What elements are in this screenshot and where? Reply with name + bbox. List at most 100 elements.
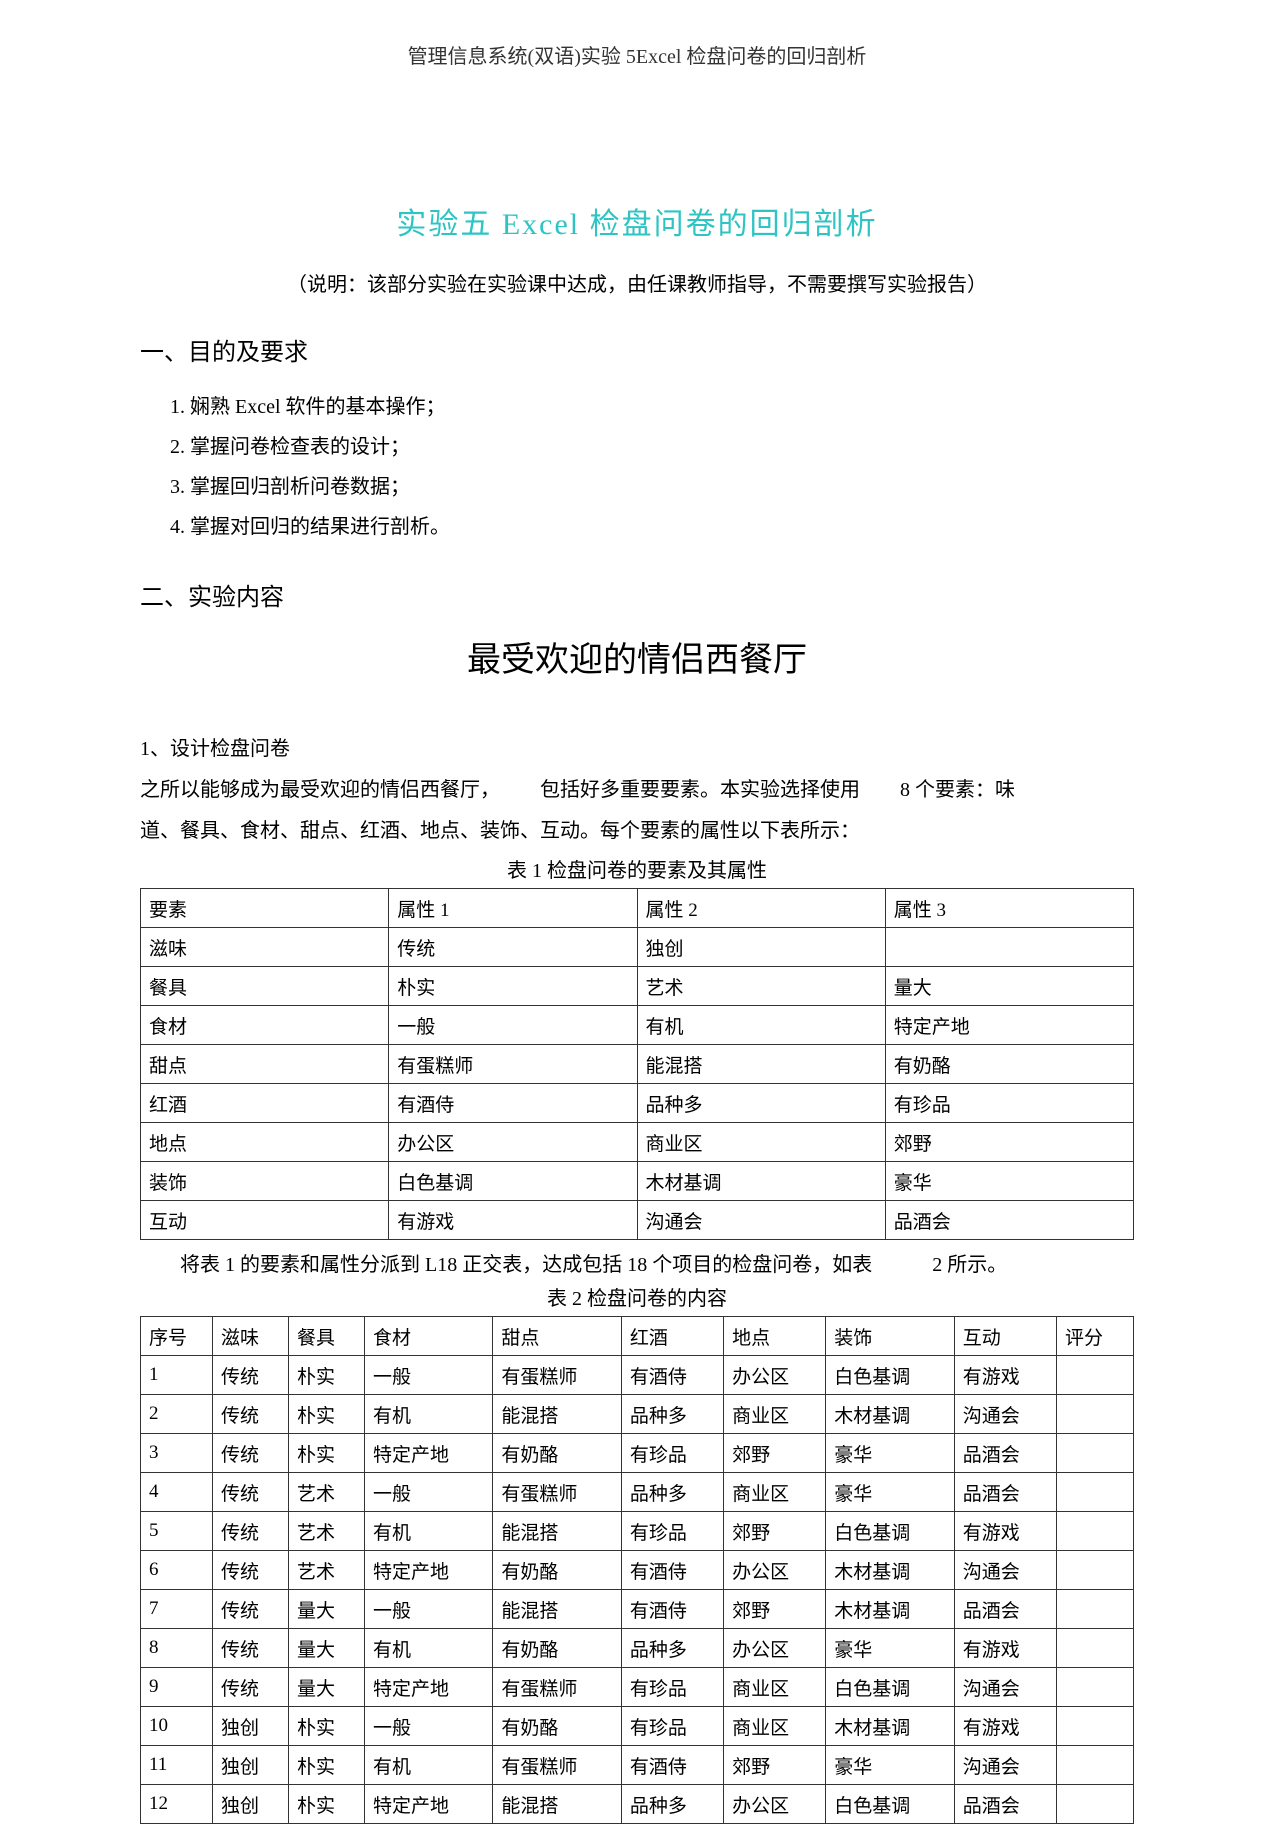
table-cell: 特定产地 (364, 1434, 492, 1473)
table-cell: 一般 (364, 1590, 492, 1629)
table-row: 3传统朴实特定产地有奶酪有珍品郊野豪华品酒会 (141, 1434, 1134, 1473)
table-cell: 郊野 (724, 1434, 826, 1473)
table-cell: 传统 (389, 928, 637, 967)
table-cell: 有游戏 (954, 1512, 1056, 1551)
table-cell: 特定产地 (364, 1668, 492, 1707)
note-after-table-1: 将表 1 的要素和属性分派到 L18 正交表，达成包括 18 个项目的检盘问卷，… (140, 1248, 1134, 1277)
table-row: 5传统艺术有机能混搭有珍品郊野白色基调有游戏 (141, 1512, 1134, 1551)
table-cell: 滋味 (141, 928, 389, 967)
table-cell: 红酒 (141, 1084, 389, 1123)
center-title: 最受欢迎的情侣西餐厅 (140, 632, 1134, 681)
table-cell: 特定产地 (885, 1006, 1133, 1045)
table-cell: 郊野 (724, 1512, 826, 1551)
table-cell: 有机 (364, 1746, 492, 1785)
subtitle-note: （说明：该部分实验在实验课中达成，由任课教师指导，不需要撰写实验报告） (140, 268, 1134, 297)
table-cell: 沟通会 (954, 1395, 1056, 1434)
table-cell: 有奶酪 (493, 1434, 621, 1473)
table-header-cell: 序号 (141, 1317, 213, 1356)
intro-paragraph-line1: 之所以能够成为最受欢迎的情侣西餐厅， 包括好多重要要素。本实验选择使用 8 个要… (140, 772, 1134, 808)
table-cell: 豪华 (826, 1473, 954, 1512)
table-cell: 木材基调 (826, 1551, 954, 1590)
table-cell: 有奶酪 (885, 1045, 1133, 1084)
table-row: 装饰白色基调木材基调豪华 (141, 1162, 1134, 1201)
table-cell: 商业区 (724, 1707, 826, 1746)
table-cell (1057, 1395, 1134, 1434)
table-2-caption: 表 2 检盘问卷的内容 (140, 1282, 1134, 1311)
table-header-cell: 装饰 (826, 1317, 954, 1356)
table-cell: 有蛋糕师 (493, 1473, 621, 1512)
table-cell: 能混搭 (493, 1512, 621, 1551)
table-cell: 朴实 (288, 1395, 364, 1434)
table-cell (1057, 1707, 1134, 1746)
table-cell: 有蛋糕师 (389, 1045, 637, 1084)
table-cell: 艺术 (288, 1512, 364, 1551)
table-cell: 传统 (213, 1629, 289, 1668)
table-header-cell: 红酒 (621, 1317, 723, 1356)
table-cell: 9 (141, 1668, 213, 1707)
table-cell: 品种多 (621, 1785, 723, 1824)
table-2-content: 序号 滋味 餐具 食材 甜点 红酒 地点 装饰 互动 评分 1传统朴实一般有蛋糕… (140, 1316, 1134, 1824)
table-cell: 有酒侍 (621, 1356, 723, 1395)
table-cell: 传统 (213, 1551, 289, 1590)
table-cell: 互动 (141, 1201, 389, 1240)
table-cell: 有珍品 (621, 1668, 723, 1707)
table-cell: 有机 (364, 1512, 492, 1551)
table-cell: 传统 (213, 1590, 289, 1629)
table-cell (1057, 1473, 1134, 1512)
table-cell: 独创 (213, 1785, 289, 1824)
table-cell: 传统 (213, 1668, 289, 1707)
table-cell (1057, 1551, 1134, 1590)
table-cell: 白色基调 (389, 1162, 637, 1201)
table-cell (1057, 1785, 1134, 1824)
table-cell: 办公区 (724, 1785, 826, 1824)
table-cell: 独创 (213, 1746, 289, 1785)
table-cell: 一般 (389, 1006, 637, 1045)
table-cell: 量大 (288, 1629, 364, 1668)
table-cell: 办公区 (724, 1551, 826, 1590)
table-cell: 有酒侍 (621, 1746, 723, 1785)
table-row: 食材一般有机特定产地 (141, 1006, 1134, 1045)
table-row: 滋味传统独创 (141, 928, 1134, 967)
sub-section-label: 1、设计检盘问卷 (140, 731, 1134, 767)
table-cell: 能混搭 (637, 1045, 885, 1084)
table-row: 8传统量大有机有奶酪品种多办公区豪华有游戏 (141, 1629, 1134, 1668)
table-cell: 一般 (364, 1356, 492, 1395)
table-cell: 有游戏 (389, 1201, 637, 1240)
table-cell (1057, 1356, 1134, 1395)
table-cell: 品种多 (621, 1395, 723, 1434)
table-cell: 品种多 (637, 1084, 885, 1123)
table-cell: 郊野 (724, 1746, 826, 1785)
table-cell: 7 (141, 1590, 213, 1629)
table-cell: 传统 (213, 1356, 289, 1395)
table-cell: 食材 (141, 1006, 389, 1045)
table-cell: 传统 (213, 1395, 289, 1434)
table-header-row: 要素 属性 1 属性 2 属性 3 (141, 889, 1134, 928)
table-row: 6传统艺术特定产地有奶酪有酒侍办公区木材基调沟通会 (141, 1551, 1134, 1590)
table-header-cell: 属性 3 (885, 889, 1133, 928)
table-row: 4传统艺术一般有蛋糕师品种多商业区豪华品酒会 (141, 1473, 1134, 1512)
table-cell: 办公区 (724, 1356, 826, 1395)
table-cell: 有酒侍 (389, 1084, 637, 1123)
table-cell: 商业区 (724, 1668, 826, 1707)
table-cell: 有机 (637, 1006, 885, 1045)
table-cell: 沟通会 (954, 1668, 1056, 1707)
table-cell: 木材基调 (826, 1707, 954, 1746)
table-cell: 品酒会 (885, 1201, 1133, 1240)
table-cell: 有奶酪 (493, 1707, 621, 1746)
table-cell: 量大 (288, 1590, 364, 1629)
table-cell: 1 (141, 1356, 213, 1395)
table-cell: 豪华 (826, 1434, 954, 1473)
section-2-heading: 二、实验内容 (140, 577, 1134, 612)
table-cell: 品种多 (621, 1629, 723, 1668)
table-cell (1057, 1512, 1134, 1551)
table-cell: 传统 (213, 1473, 289, 1512)
table-cell: 办公区 (724, 1629, 826, 1668)
table-cell: 沟通会 (954, 1551, 1056, 1590)
section-1-heading: 一、目的及要求 (140, 332, 1134, 367)
table-header-cell: 要素 (141, 889, 389, 928)
table-row: 11独创朴实有机有蛋糕师有酒侍郊野豪华沟通会 (141, 1746, 1134, 1785)
table-cell: 有酒侍 (621, 1590, 723, 1629)
table-cell: 木材基调 (826, 1590, 954, 1629)
page-header: 管理信息系统(双语)实验 5Excel 检盘问卷的回归剖析 (140, 40, 1134, 69)
table-cell: 3 (141, 1434, 213, 1473)
